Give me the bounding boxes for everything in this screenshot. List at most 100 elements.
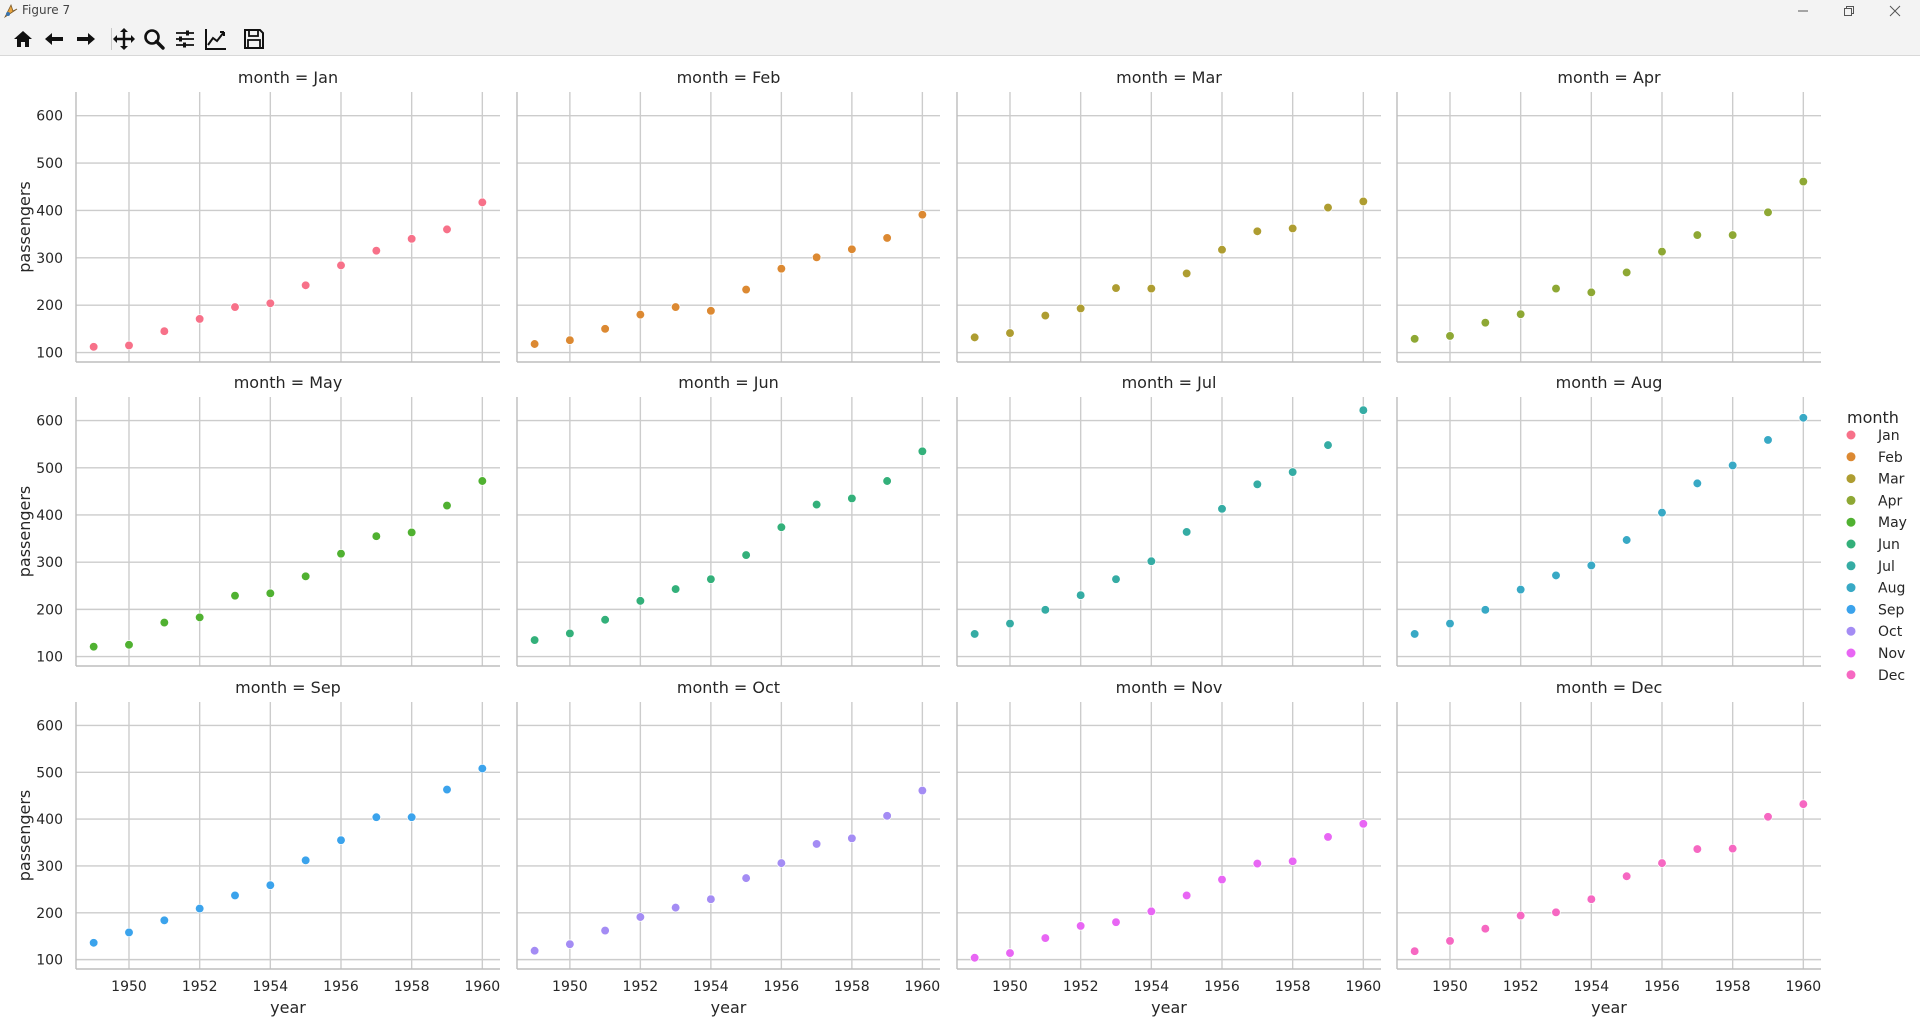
facet-panel-dec: month = Dec 1950 1952 1954 1956 1958 1960 year (1396, 678, 1821, 1017)
save-icon (244, 29, 264, 49)
data-point (847, 493, 857, 504)
data-point (741, 873, 751, 883)
data-point (301, 571, 311, 581)
facet-title: month = Jul (1122, 373, 1217, 392)
data-point (371, 531, 381, 541)
data-point (706, 574, 716, 584)
data-point (1005, 328, 1015, 338)
restore-button[interactable] (1826, 0, 1872, 22)
home-button[interactable] (10, 27, 36, 51)
x-tick-label: 1956 (323, 979, 359, 995)
data-point (336, 549, 346, 559)
minimize-button[interactable] (1780, 0, 1826, 22)
data-point (1516, 910, 1526, 921)
data-point (371, 812, 381, 822)
facet-title: month = Sep (235, 678, 341, 697)
zoom-button[interactable] (141, 27, 167, 51)
data-point (1657, 858, 1667, 868)
data-point (882, 811, 892, 821)
data-point (265, 880, 275, 890)
data-point (1076, 303, 1086, 314)
y-tick-label: 200 (36, 298, 63, 314)
y-tick-label: 300 (36, 555, 63, 571)
y-tick-label: 500 (36, 156, 63, 172)
data-point (706, 894, 716, 904)
legend-label: Sep (1878, 602, 1905, 618)
window-title: Figure 7 (22, 3, 71, 17)
facet-title: month = Feb (677, 68, 781, 87)
x-tick-label: 1954 (1574, 979, 1610, 995)
x-tick-label: 1952 (1503, 979, 1539, 995)
data-point (1798, 176, 1808, 187)
data-point (1516, 309, 1526, 319)
legend-label: Feb (1878, 450, 1903, 466)
matplotlib-app-icon (3, 3, 19, 19)
legend-marker (1846, 474, 1856, 484)
data-point (1410, 629, 1420, 639)
x-axis-label: year (711, 998, 747, 1017)
save-button[interactable] (241, 27, 267, 51)
y-tick-label: 100 (36, 953, 63, 969)
data-point (1445, 936, 1455, 946)
close-button[interactable] (1872, 0, 1918, 22)
pan-button[interactable] (111, 27, 137, 51)
data-point (635, 309, 646, 320)
data-point (1728, 230, 1738, 240)
data-point (1798, 799, 1808, 809)
data-point (882, 233, 892, 243)
data-point (741, 550, 751, 560)
data-point (1005, 618, 1015, 629)
y-tick-label: 400 (36, 203, 63, 219)
data-point (529, 946, 540, 956)
data-point (1622, 535, 1632, 545)
legend-marker (1846, 604, 1856, 614)
data-point (811, 499, 822, 510)
facet-panel-aug: month = Aug (1396, 373, 1821, 667)
data-point (1516, 584, 1526, 595)
y-tick-label: 300 (36, 859, 63, 875)
toolbar-separator (111, 28, 112, 50)
facet-title: month = Nov (1116, 678, 1223, 697)
legend-marker (1846, 670, 1856, 680)
configure-subplots-button[interactable] (172, 27, 198, 51)
legend-label: Oct (1878, 624, 1903, 640)
legend-label: Mar (1878, 472, 1905, 488)
facet-title: month = Apr (1557, 68, 1661, 87)
legend-label: Nov (1878, 646, 1905, 662)
x-tick-label: 1952 (623, 979, 659, 995)
x-tick-label: 1950 (111, 979, 147, 995)
x-tick-label: 1954 (1134, 979, 1170, 995)
data-point (1622, 871, 1632, 881)
x-axis-label: year (1151, 998, 1187, 1017)
data-point (301, 280, 311, 290)
data-point (477, 197, 487, 208)
facet-panel-apr: month = Apr (1396, 68, 1821, 363)
x-tick-label: 1952 (1063, 979, 1099, 995)
forward-button[interactable] (72, 27, 98, 51)
data-point (124, 640, 134, 650)
data-point (600, 925, 610, 936)
edit-axis-button[interactable] (203, 27, 229, 51)
facet-panel-may: month = May 100 200 300 400 500 600 passengers (15, 373, 500, 667)
data-point (1323, 832, 1333, 842)
data-point (1798, 413, 1808, 423)
x-tick-label: 1958 (834, 979, 870, 995)
back-button[interactable] (42, 27, 68, 51)
facet-panel-oct: month = Oct 1950 1952 1954 1956 1958 1960 year (516, 678, 940, 1017)
facet-title: month = May (234, 373, 343, 392)
facet-title: month = Dec (1556, 678, 1662, 697)
data-point (670, 902, 681, 913)
data-point (1763, 812, 1773, 822)
data-point (811, 839, 822, 849)
data-point (670, 302, 681, 312)
data-point (741, 284, 751, 295)
data-point (970, 629, 980, 639)
x-tick-label: 1954 (693, 979, 729, 995)
legend-label: Jun (1877, 537, 1900, 553)
y-tick-label: 100 (36, 346, 63, 362)
data-point (1323, 440, 1333, 450)
data-point (917, 785, 928, 796)
legend-marker (1846, 495, 1856, 505)
x-tick-label: 1952 (182, 979, 218, 995)
data-point (230, 591, 240, 601)
